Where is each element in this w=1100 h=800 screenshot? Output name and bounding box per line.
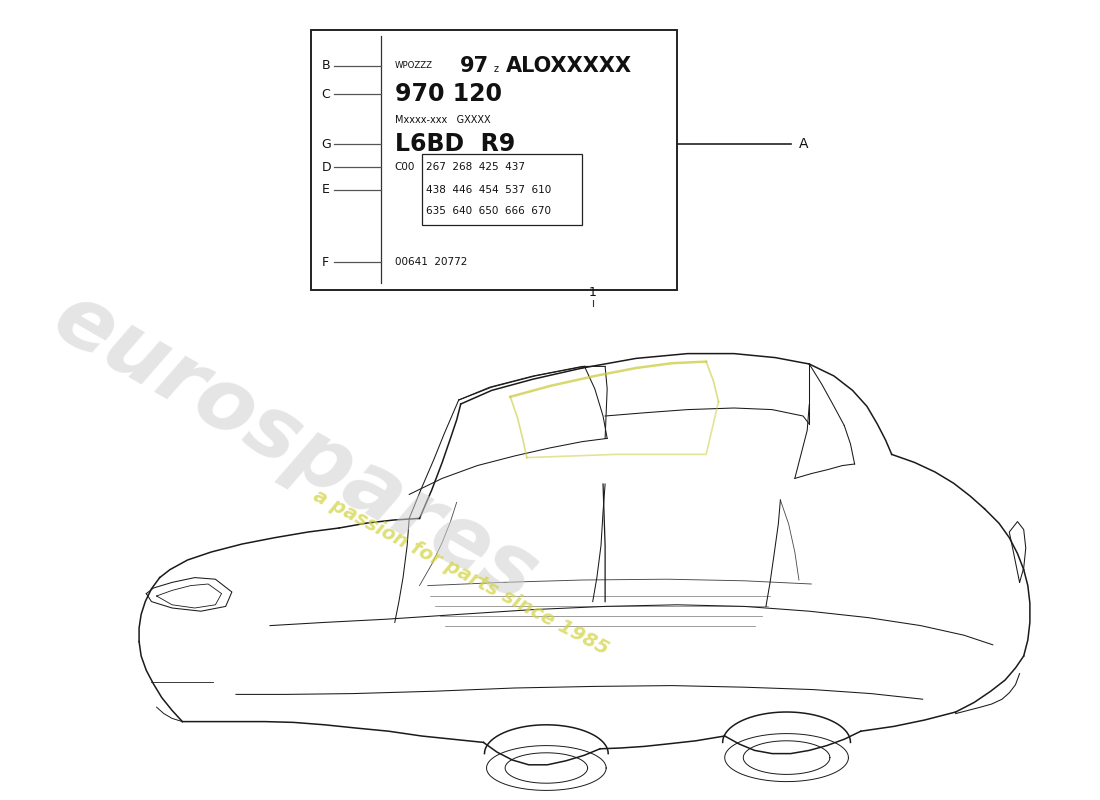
Text: D: D — [321, 161, 331, 174]
Text: G: G — [321, 138, 331, 150]
Text: 970 120: 970 120 — [395, 82, 502, 106]
Text: a passion for parts since 1985: a passion for parts since 1985 — [310, 486, 612, 658]
Text: 267  268  425  437: 267 268 425 437 — [426, 162, 525, 172]
Text: 438  446  454  537  610: 438 446 454 537 610 — [426, 185, 551, 194]
Text: eurospares: eurospares — [40, 276, 552, 620]
Text: C00: C00 — [395, 162, 415, 172]
Text: 635  640  650  666  670: 635 640 650 666 670 — [426, 206, 551, 216]
Text: 1: 1 — [588, 286, 596, 299]
Text: F: F — [321, 256, 329, 269]
Bar — [311, 30, 678, 290]
Text: Mxxxx-xxx   GXXXX: Mxxxx-xxx GXXXX — [395, 115, 491, 125]
Text: E: E — [321, 183, 330, 196]
Text: WPOZZZ: WPOZZZ — [395, 61, 432, 70]
Bar — [421, 154, 582, 225]
Text: 00641  20772: 00641 20772 — [395, 258, 468, 267]
Text: C: C — [321, 88, 330, 101]
Text: A: A — [799, 137, 808, 151]
Text: L6BD  R9: L6BD R9 — [395, 132, 515, 156]
Text: z: z — [494, 64, 498, 74]
Text: ALOXXXXX: ALOXXXXX — [506, 56, 632, 76]
Text: B: B — [321, 59, 330, 72]
Text: 97: 97 — [460, 56, 488, 76]
